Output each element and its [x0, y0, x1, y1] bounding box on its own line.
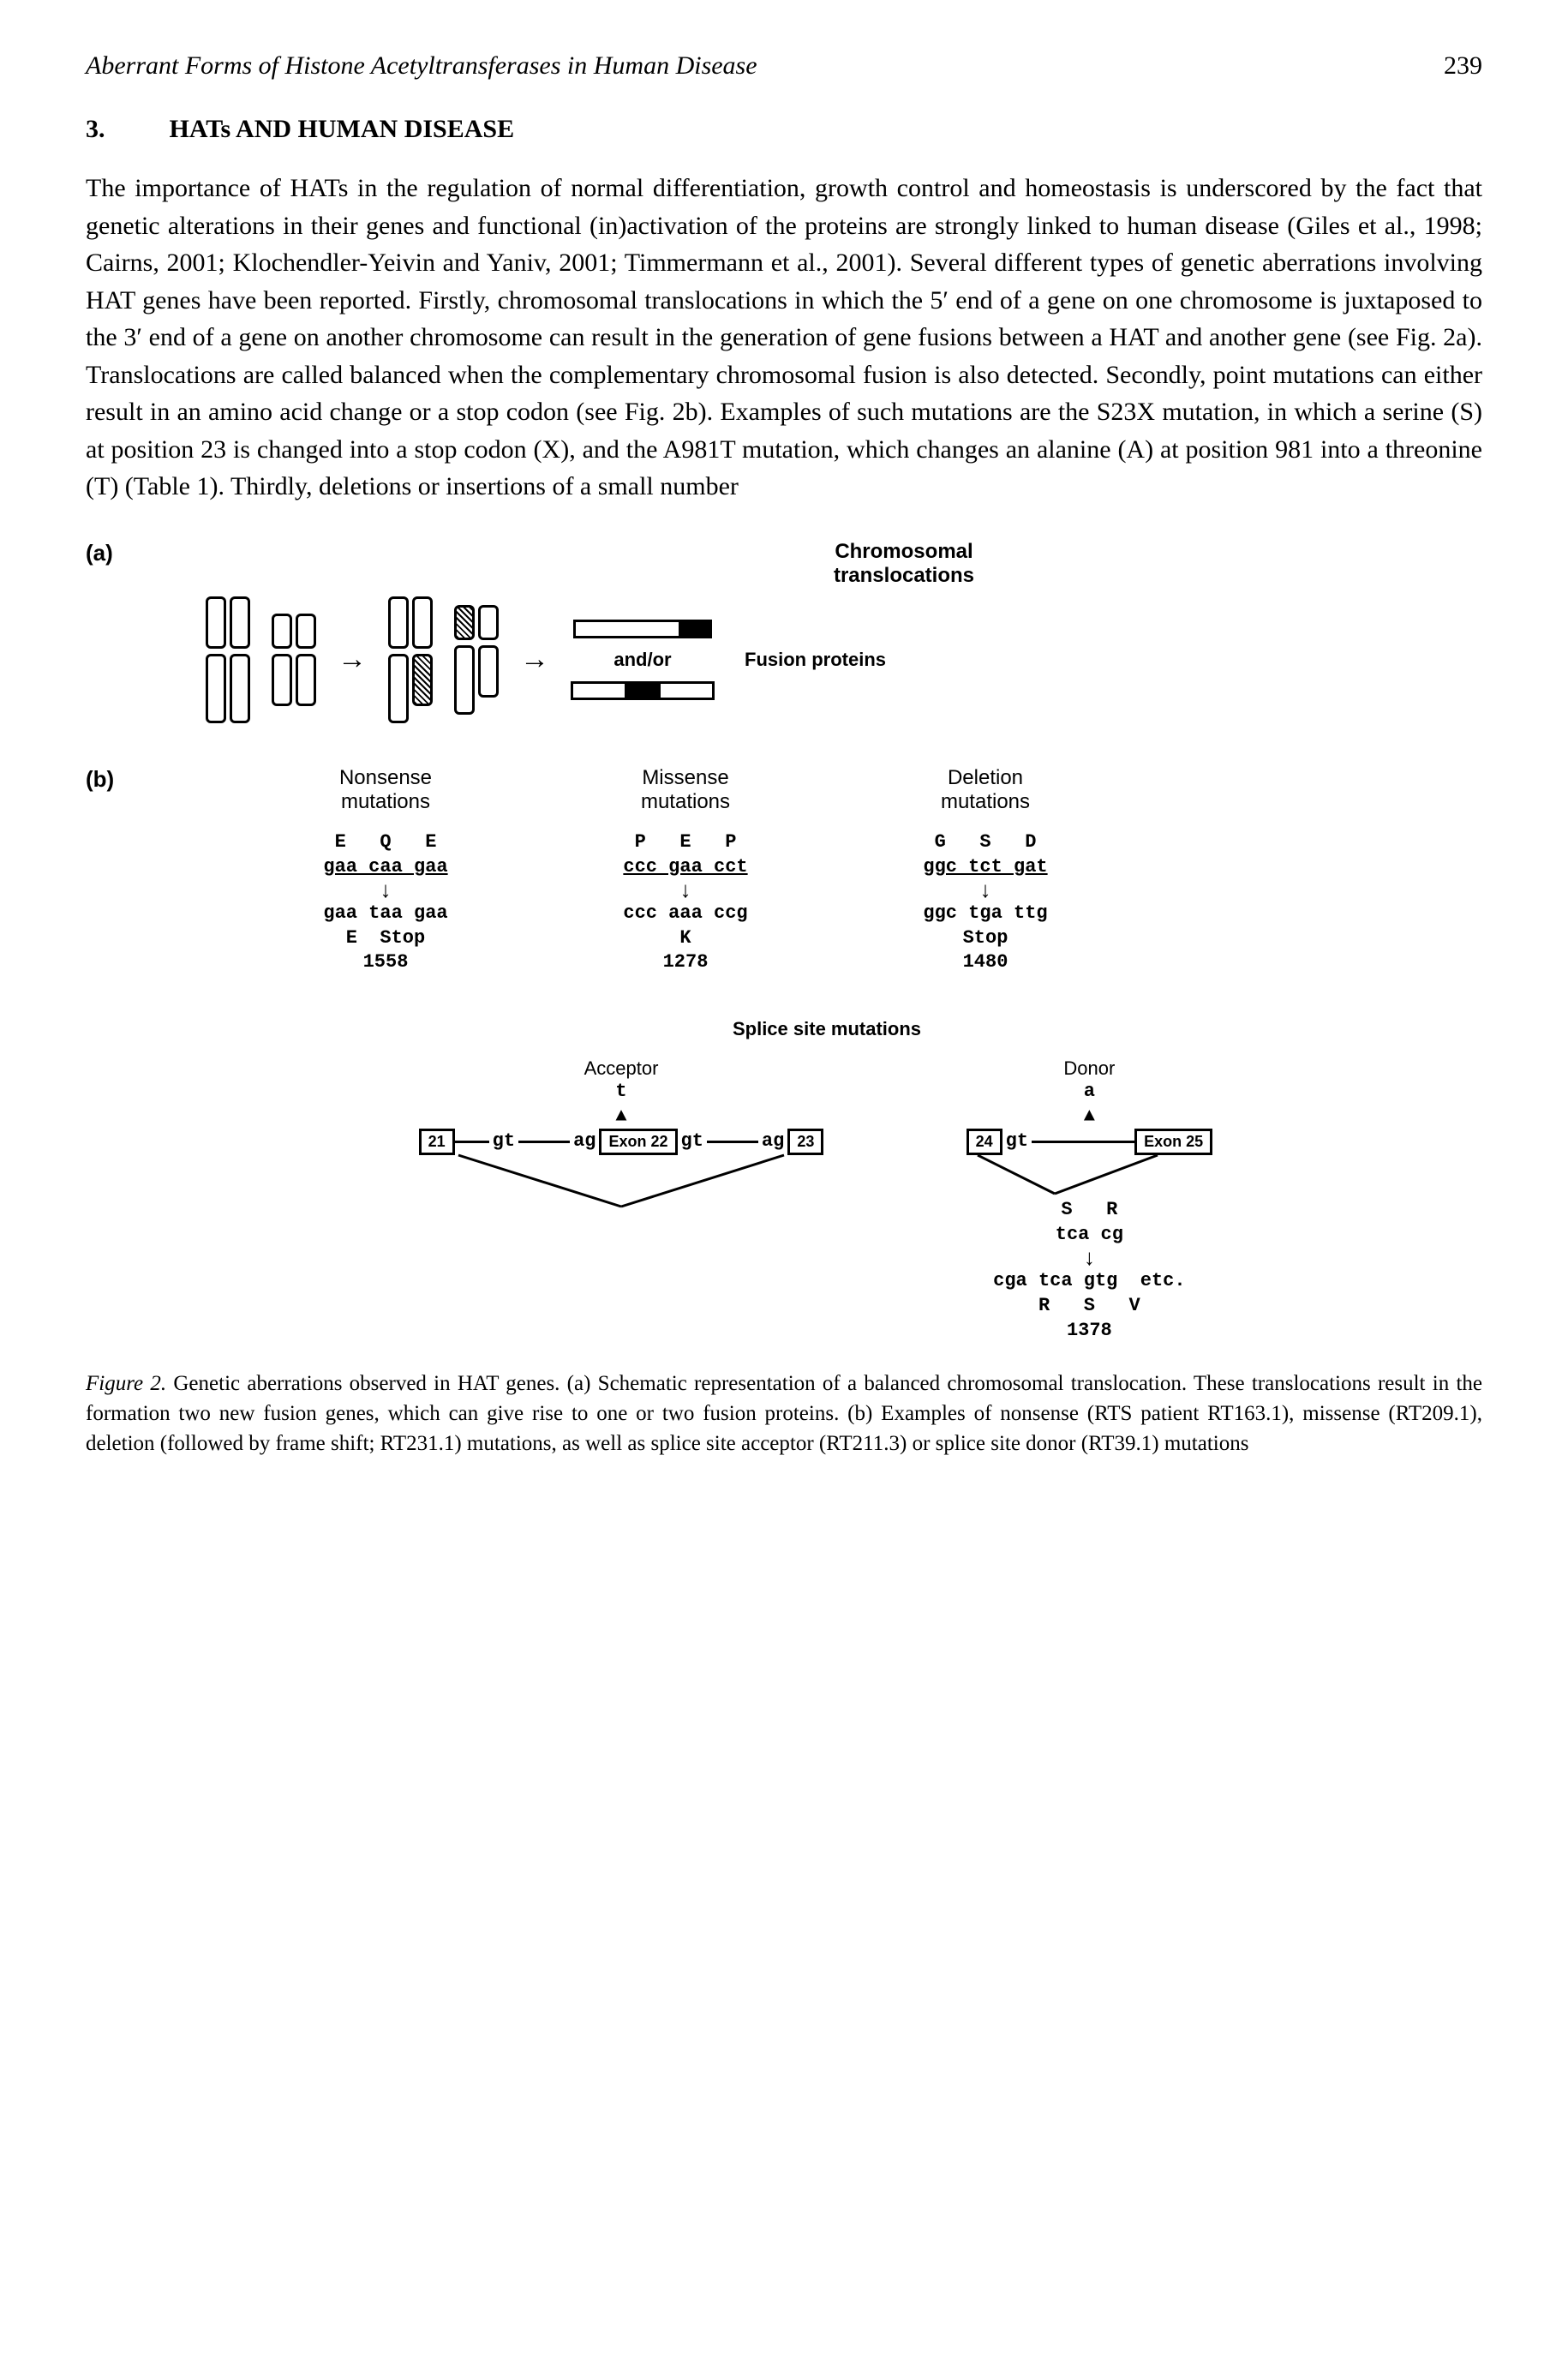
deletion-mutation: Deletion mutations G S D ggc tct gat ↓ g… — [874, 766, 1097, 976]
splice-site: ag — [573, 1129, 595, 1154]
codon-row: gaa caa gaa — [323, 855, 447, 880]
donor-label: Donor — [1063, 1057, 1115, 1080]
fusion-proteins-label: Fusion proteins — [745, 649, 886, 671]
codon-row: cga tca gtg etc. — [993, 1269, 1185, 1294]
position: 1378 — [1067, 1319, 1112, 1344]
mutations-row: Nonsense mutations E Q E gaa caa gaa ↓ g… — [274, 766, 1482, 976]
acceptor-nt: t — [615, 1080, 626, 1105]
codon-row: tca cg — [1056, 1223, 1123, 1248]
exon-box: Exon 22 — [599, 1129, 677, 1155]
splice-site: ag — [762, 1129, 784, 1154]
splice-acceptor: Acceptor t ▲ 21 gt ag Exon 22 gt a — [419, 1057, 824, 1343]
exon-strip: 24 gt Exon 25 — [967, 1129, 1212, 1155]
page-header: Aberrant Forms of Histone Acetyltransfer… — [86, 51, 1482, 81]
chromosome-pair — [272, 614, 316, 706]
missense-mutation: Missense mutations P E P ccc gaa cct ↓ c… — [574, 766, 797, 976]
codon-row: ggc tga ttg — [923, 901, 1047, 926]
panel-b-label: (b) — [86, 766, 137, 793]
codon-row: ggc tct gat — [923, 855, 1047, 880]
section-heading: 3. HATs AND HUMAN DISEASE — [86, 115, 1482, 144]
section-title: HATs AND HUMAN DISEASE — [170, 115, 515, 143]
down-arrow-icon: ↓ — [380, 879, 392, 901]
mutation-title: Deletion mutations — [941, 766, 1030, 816]
exon-box: Exon 25 — [1134, 1129, 1212, 1155]
codon-row: ccc gaa cct — [623, 855, 747, 880]
chromosome-pair-translocated — [454, 605, 499, 715]
figure-caption: Figure 2. Genetic aberrations observed i… — [86, 1369, 1482, 1459]
up-arrow-icon: ▲ — [1084, 1105, 1095, 1129]
arrow-icon: → — [520, 644, 549, 676]
acceptor-label: Acceptor — [584, 1057, 659, 1080]
section-number: 3. — [86, 115, 163, 144]
panel-a-label: (a) — [86, 540, 137, 566]
aa-row: R S V — [1038, 1294, 1140, 1319]
aa-row: P E P — [635, 830, 737, 855]
mutation-title: Missense mutations — [641, 766, 730, 816]
aa-row: G S D — [935, 830, 1037, 855]
aa-row: Stop — [963, 926, 1008, 951]
aa-row: S R — [1061, 1198, 1117, 1223]
exon-box: 24 — [967, 1129, 1002, 1155]
exon-box: 21 — [419, 1129, 455, 1155]
down-arrow-icon: ↓ — [980, 879, 991, 901]
codon-row: gaa taa gaa — [323, 901, 447, 926]
page-number: 239 — [1444, 51, 1482, 81]
position: 1558 — [363, 950, 409, 975]
chromosome-pair — [206, 596, 250, 723]
mutation-title: Nonsense mutations — [339, 766, 432, 816]
body-paragraph: The importance of HATs in the regulation… — [86, 170, 1482, 506]
down-arrow-icon: ↓ — [1084, 1247, 1095, 1269]
position: 1480 — [963, 950, 1008, 975]
panel-a-diagram: → → and/or — [206, 596, 1482, 723]
aa-row: E Q E — [335, 830, 437, 855]
running-head: Aberrant Forms of Histone Acetyltransfer… — [86, 51, 757, 81]
up-arrow-icon: ▲ — [615, 1105, 626, 1129]
donor-nt: a — [1084, 1080, 1095, 1105]
aa-row: K — [679, 926, 691, 951]
figure-label: Figure 2. — [86, 1372, 166, 1395]
splice-title: Splice site mutations — [171, 1018, 1482, 1040]
splice-site: gt — [1006, 1129, 1028, 1154]
arrow-icon: → — [338, 644, 367, 676]
splice-row: Acceptor t ▲ 21 gt ag Exon 22 gt a — [171, 1057, 1482, 1343]
down-arrow-icon: ↓ — [680, 879, 691, 901]
panel-a-title: Chromosomal translocations — [326, 540, 1482, 588]
fusion-proteins: and/or — [571, 620, 715, 700]
splice-site: gt — [681, 1129, 703, 1154]
exon-strip: 21 gt ag Exon 22 gt ag 23 — [419, 1129, 824, 1155]
splice-site: gt — [493, 1129, 515, 1154]
nonsense-mutation: Nonsense mutations E Q E gaa caa gaa ↓ g… — [274, 766, 497, 976]
aa-row: E Stop — [346, 926, 425, 951]
position: 1278 — [663, 950, 709, 975]
andor-label: and/or — [613, 649, 671, 671]
splice-v-lines — [943, 1155, 1235, 1198]
splice-donor: Donor a ▲ 24 gt Exon 25 S — [943, 1057, 1235, 1343]
figure-caption-text: Genetic aberrations observed in HAT gene… — [86, 1372, 1482, 1455]
exon-box: 23 — [787, 1129, 823, 1155]
codon-row: ccc aaa ccg — [623, 901, 747, 926]
chromosome-pair-translocated — [388, 596, 433, 723]
splice-v-lines — [433, 1155, 810, 1215]
figure-2: (a) Chromosomal translocations → — [86, 540, 1482, 1459]
